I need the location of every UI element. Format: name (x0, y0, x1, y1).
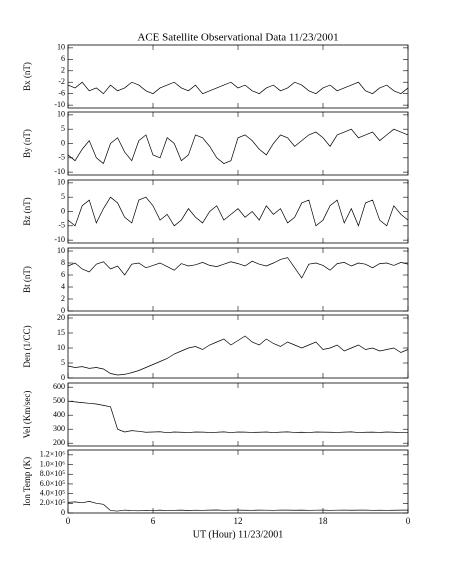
y-axis-title: Bt (nT) (22, 266, 32, 293)
data-line (67, 400, 409, 434)
y-tick-label: 600 (53, 382, 65, 391)
y-tick-label: -2 (58, 77, 65, 86)
y-tick-label: 200 (53, 438, 65, 447)
y-tick-label: 400 (53, 410, 65, 419)
y-tick-label: 10 (57, 43, 65, 52)
data-line (67, 128, 409, 165)
y-tick-label: 6 (61, 270, 65, 279)
x-tick-label: 6 (151, 516, 156, 526)
y-tick-label: 5 (61, 124, 65, 133)
y-tick-label: -5 (58, 153, 65, 162)
y-tick-label: -6 (58, 89, 65, 98)
y-tick-label: 5 (61, 192, 65, 201)
data-line (67, 196, 409, 227)
y-axis-title: Bz (nT) (22, 197, 32, 225)
y-tick-label: 8 (61, 258, 65, 267)
y-tick-label: 8.0×10⁵ (40, 469, 66, 478)
y-tick-label: 0 (61, 373, 65, 382)
data-line (67, 501, 409, 512)
panel-frame (67, 44, 409, 109)
y-tick-label: -5 (58, 221, 65, 230)
y-tick-label: 4.0×10⁵ (40, 488, 66, 497)
data-line (67, 335, 409, 376)
y-tick-label: 0 (61, 306, 65, 315)
y-tick-label: 10 (57, 178, 65, 187)
x-axis-title: UT (Hour) 11/23/2001 (193, 529, 284, 540)
y-tick-label: 10 (57, 246, 65, 255)
x-tick-label: 18 (319, 516, 329, 526)
y-tick-label: 500 (53, 396, 65, 405)
x-tick-label: 0 (406, 516, 411, 526)
y-tick-label: 10 (57, 343, 65, 352)
y-tick-label: 2 (61, 66, 65, 75)
y-tick-label: 300 (53, 424, 65, 433)
y-tick-label: 20 (57, 313, 65, 322)
y-tick-label: -10 (54, 100, 65, 109)
y-tick-label: 2 (61, 294, 65, 303)
panel-frame (67, 449, 409, 514)
chart-title: ACE Satellite Observational Data 11/23/2… (137, 32, 338, 44)
y-tick-label: 6 (61, 54, 65, 63)
y-axis-title: Vel (Km/sec) (22, 391, 32, 439)
y-tick-label: 2.0×10⁵ (40, 498, 66, 507)
y-tick-label: 15 (57, 328, 65, 337)
data-line (67, 257, 409, 279)
x-tick-label: 12 (234, 516, 243, 526)
x-tick-label: 0 (66, 516, 71, 526)
y-axis-title: Ion Temp (K) (22, 457, 32, 506)
y-axis-title: Den (1/CC) (22, 325, 32, 367)
y-tick-label: 0 (61, 206, 65, 215)
y-tick-label: 10 (57, 110, 65, 119)
data-line (67, 81, 409, 95)
y-tick-label: 5 (61, 358, 65, 367)
y-tick-label: 1.2×10⁶ (40, 450, 66, 459)
y-tick-label: 0 (61, 138, 65, 147)
y-axis-title: Bx (nT) (22, 62, 32, 91)
panel-frame (67, 247, 409, 312)
panel-frame (67, 111, 409, 176)
panel-frame (67, 382, 409, 447)
y-tick-label: 1.0×10⁶ (40, 459, 66, 468)
y-tick-label: -10 (54, 235, 65, 244)
y-tick-label: 6.0×10⁵ (40, 479, 66, 488)
y-axis-title: By (nT) (22, 129, 32, 158)
y-tick-label: -10 (54, 167, 65, 176)
panel-frame (67, 314, 409, 379)
panel-frame (67, 179, 409, 244)
y-tick-label: 4 (61, 282, 65, 291)
y-tick-label: 0 (61, 508, 65, 517)
